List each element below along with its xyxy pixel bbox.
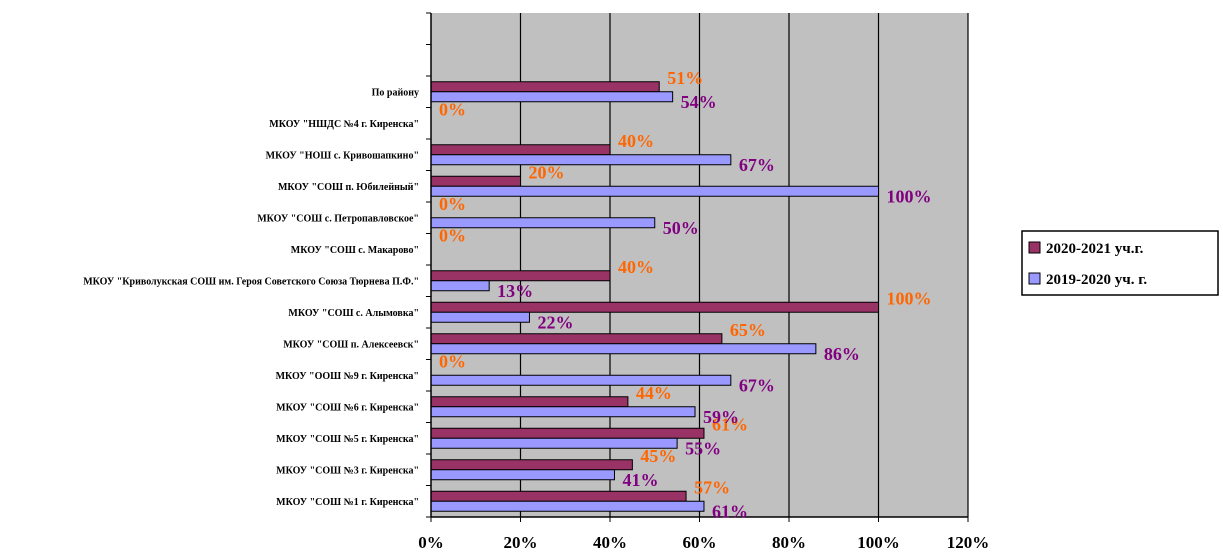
bar-2019-2020 bbox=[430, 280, 490, 292]
data-label-2019-2020: 59% bbox=[703, 407, 739, 427]
x-tick-label: 0% bbox=[418, 533, 444, 552]
data-label-2020-2021: 0% bbox=[439, 194, 466, 214]
bar-2020-2021 bbox=[430, 333, 723, 345]
legend: 2020-2021 уч.г. 2019-2020 уч. г. bbox=[1021, 230, 1219, 296]
category-label: МКОУ "СОШ п. Алексеевск" bbox=[283, 339, 419, 350]
data-label-2020-2021: 0% bbox=[439, 225, 466, 245]
bar-2019-2020 bbox=[430, 154, 732, 166]
data-label-2019-2020: 41% bbox=[622, 470, 658, 490]
legend-swatch-2020-2021 bbox=[1028, 241, 1041, 254]
bar-2020-2021 bbox=[430, 144, 611, 156]
data-label-2020-2021: 45% bbox=[640, 446, 676, 466]
category-label: МКОУ "СОШ №5 г. Киренска" bbox=[276, 434, 419, 445]
category-label: МКОУ "СОШ с. Макарово" bbox=[291, 245, 419, 256]
data-label-2019-2020: 67% bbox=[739, 375, 775, 395]
data-label-2019-2020: 55% bbox=[685, 438, 721, 458]
x-tick-label: 40% bbox=[593, 533, 627, 552]
data-label-2020-2021: 0% bbox=[439, 351, 466, 371]
data-label-2020-2021: 0% bbox=[439, 99, 466, 119]
bar-2020-2021 bbox=[430, 459, 633, 471]
data-label-2020-2021: 40% bbox=[618, 257, 654, 277]
bar-2019-2020 bbox=[430, 374, 732, 386]
category-labels: МКОУ "СОШ №1 г. Киренска" МКОУ "СОШ №3 г.… bbox=[83, 87, 419, 508]
category-label: МКОУ "СОШ с. Алымовка" bbox=[288, 308, 419, 319]
bar-2019-2020 bbox=[430, 500, 705, 512]
data-label-2019-2020: 50% bbox=[663, 218, 699, 238]
data-label-2019-2020: 100% bbox=[887, 186, 932, 206]
bar-2019-2020 bbox=[430, 343, 817, 355]
bar-2020-2021 bbox=[430, 270, 611, 282]
data-label-2020-2021: 57% bbox=[694, 477, 730, 497]
bar-2019-2020 bbox=[430, 311, 530, 323]
data-label-2020-2021: 61% bbox=[712, 414, 748, 434]
category-label: МКОУ "СОШ п. Юбилейный" bbox=[278, 182, 419, 193]
x-tick-label: 20% bbox=[504, 533, 538, 552]
legend-swatch-2019-2020 bbox=[1028, 272, 1041, 285]
data-label-2020-2021: 100% bbox=[887, 288, 932, 308]
bar-2020-2021 bbox=[430, 490, 687, 502]
x-tick-label: 60% bbox=[683, 533, 717, 552]
bar-2019-2020 bbox=[430, 469, 615, 481]
category-label: По району bbox=[372, 87, 419, 98]
bar-2020-2021 bbox=[430, 427, 705, 439]
category-label: МКОУ "ООШ №9 г. Киренска" bbox=[276, 371, 419, 382]
data-label-2020-2021: 51% bbox=[667, 68, 703, 88]
legend-box bbox=[1021, 230, 1219, 296]
x-tick-labels: 0% 20% 40% 60% 80% 100% 120% bbox=[418, 533, 989, 552]
legend-label-2019-2020: 2019-2020 уч. г. bbox=[1046, 272, 1147, 288]
data-label-2020-2021: 44% bbox=[636, 383, 672, 403]
bar-2020-2021 bbox=[430, 175, 521, 187]
bar-2020-2021 bbox=[430, 81, 660, 93]
category-label: МКОУ "СОШ №3 г. Киренска" bbox=[276, 465, 419, 476]
data-label-2019-2020: 22% bbox=[537, 312, 573, 332]
category-label: МКОУ "СОШ с. Петропавловское" bbox=[257, 213, 419, 224]
category-label: МКОУ "СОШ №1 г. Киренска" bbox=[276, 497, 419, 508]
data-label-2019-2020: 54% bbox=[681, 92, 717, 112]
legend-label-2020-2021: 2020-2021 уч.г. bbox=[1046, 241, 1144, 257]
x-tick-label: 120% bbox=[947, 533, 990, 552]
category-label: МКОУ "Криволукская СОШ им. Героя Советск… bbox=[83, 276, 419, 287]
data-label-2019-2020: 13% bbox=[497, 281, 533, 301]
bar-2019-2020 bbox=[430, 185, 879, 197]
data-label-2019-2020: 86% bbox=[824, 344, 860, 364]
x-tick-label: 80% bbox=[772, 533, 806, 552]
bar-2019-2020 bbox=[430, 91, 674, 103]
bar-2019-2020 bbox=[430, 406, 696, 418]
data-label-2019-2020: 61% bbox=[712, 501, 748, 521]
data-label-2020-2021: 65% bbox=[730, 320, 766, 340]
data-label-2020-2021: 20% bbox=[529, 162, 565, 182]
category-label: МКОУ "СОШ №6 г. Киренска" bbox=[276, 402, 419, 413]
category-label: МКОУ "НШДС №4 г. Киренска" bbox=[269, 119, 419, 130]
category-label: МКОУ "НОШ с. Кривошапкино" bbox=[266, 150, 419, 161]
axes bbox=[426, 12, 969, 522]
data-label-2020-2021: 40% bbox=[618, 131, 654, 151]
x-tick-label: 100% bbox=[857, 533, 900, 552]
bar-2020-2021 bbox=[430, 301, 879, 313]
data-label-2019-2020: 67% bbox=[739, 155, 775, 175]
bar-2020-2021 bbox=[430, 396, 629, 408]
data-labels: 57% 61% 45% 41% 61% 55% 44% 59% 0% 67% 65% 86% 100% 2… bbox=[439, 68, 932, 522]
